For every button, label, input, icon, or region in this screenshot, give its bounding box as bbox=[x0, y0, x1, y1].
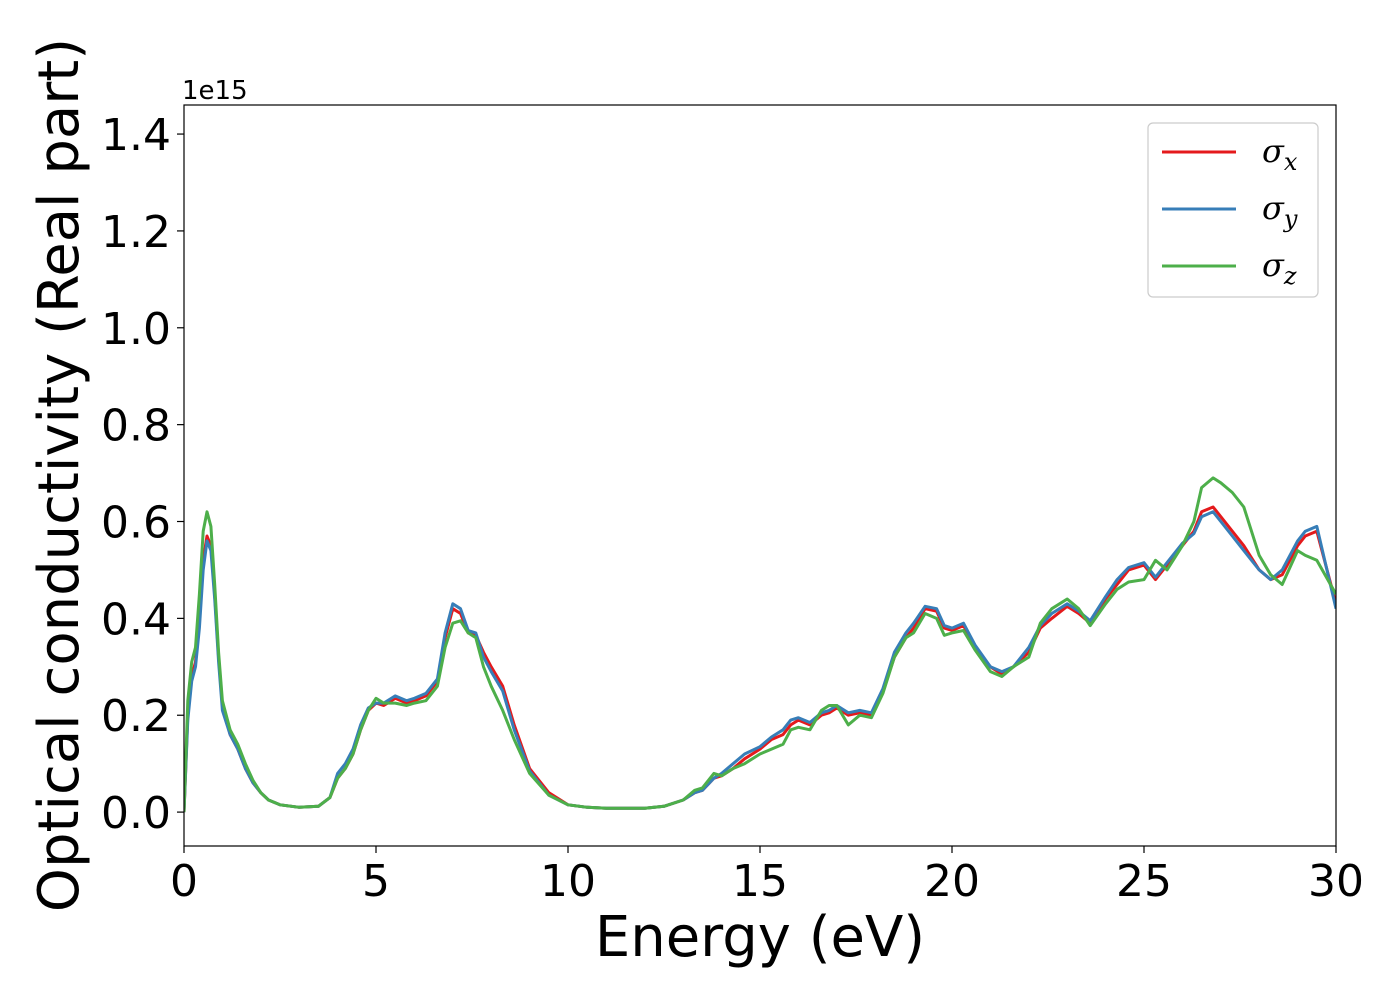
series-line-x bbox=[184, 505, 1336, 813]
x-tick-label: 15 bbox=[732, 856, 788, 907]
x-tick-label: 0 bbox=[170, 856, 198, 907]
y-axis-label: Optical conductivity (Real part) bbox=[27, 38, 92, 912]
y-tick-label: 1.2 bbox=[101, 207, 171, 258]
x-tick-label: 30 bbox=[1308, 856, 1364, 907]
series-line-z bbox=[184, 476, 1336, 813]
y-tick-label: 0.4 bbox=[101, 594, 171, 645]
y-tick-label: 0.2 bbox=[101, 691, 171, 742]
legend-label-y: σy bbox=[1262, 189, 1298, 233]
legend-label-z: σz bbox=[1262, 246, 1297, 290]
y-tick-label: 1.4 bbox=[101, 110, 171, 161]
plot-area bbox=[184, 476, 1336, 813]
series-line-y bbox=[184, 510, 1336, 813]
x-tick-label: 20 bbox=[924, 856, 980, 907]
x-tick-label: 5 bbox=[362, 856, 390, 907]
y-tick-label: 0.8 bbox=[101, 401, 171, 452]
y-tick-label: 1.0 bbox=[101, 304, 171, 355]
axes: 0 5 10 15 20 25 30 0.0 0.2 0.4 0.6 0.8 1.0 1.2 1.4 bbox=[101, 104, 1364, 907]
y-tick-label: 0.6 bbox=[101, 498, 171, 549]
legend: σx σy σz bbox=[1147, 122, 1319, 298]
x-tick-label: 25 bbox=[1116, 856, 1172, 907]
y-tick-label: 0.0 bbox=[101, 788, 171, 839]
x-axis-label: Energy (eV) bbox=[595, 905, 925, 970]
x-tick-label: 10 bbox=[540, 856, 596, 907]
legend-label-x: σx bbox=[1262, 132, 1298, 176]
y-offset-label: 1e15 bbox=[182, 76, 248, 106]
